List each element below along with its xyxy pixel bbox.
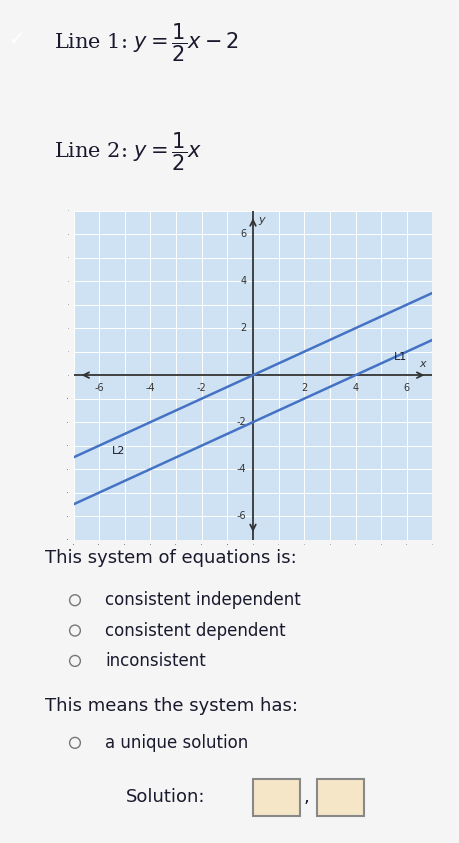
Text: ,: , bbox=[302, 788, 308, 807]
Text: -4: -4 bbox=[146, 384, 155, 394]
Text: -2: -2 bbox=[236, 417, 246, 427]
Text: -6: -6 bbox=[94, 384, 104, 394]
Text: a unique solution: a unique solution bbox=[105, 734, 248, 752]
FancyBboxPatch shape bbox=[252, 779, 299, 816]
Text: This system of equations is:: This system of equations is: bbox=[45, 549, 296, 566]
Text: y: y bbox=[258, 215, 265, 225]
Text: 2: 2 bbox=[301, 384, 307, 394]
Text: -6: -6 bbox=[236, 511, 246, 521]
FancyBboxPatch shape bbox=[316, 779, 363, 816]
Text: Solution:: Solution: bbox=[126, 788, 205, 807]
Text: This means the system has:: This means the system has: bbox=[45, 697, 297, 716]
Text: consistent dependent: consistent dependent bbox=[105, 621, 285, 640]
Text: L2: L2 bbox=[112, 446, 125, 455]
Text: 6: 6 bbox=[240, 229, 246, 239]
Text: x: x bbox=[418, 358, 425, 368]
Text: 6: 6 bbox=[403, 384, 409, 394]
Text: -2: -2 bbox=[196, 384, 206, 394]
Text: -4: -4 bbox=[236, 464, 246, 474]
Text: 4: 4 bbox=[352, 384, 358, 394]
Text: 2: 2 bbox=[240, 323, 246, 333]
Text: Line 2: $y = \dfrac{1}{2}x$: Line 2: $y = \dfrac{1}{2}x$ bbox=[54, 131, 202, 173]
Text: Line 1: $y = \dfrac{1}{2}x - 2$: Line 1: $y = \dfrac{1}{2}x - 2$ bbox=[54, 21, 238, 63]
Text: ✓: ✓ bbox=[8, 30, 24, 49]
Text: 4: 4 bbox=[240, 277, 246, 287]
Text: consistent independent: consistent independent bbox=[105, 591, 300, 609]
Text: inconsistent: inconsistent bbox=[105, 652, 205, 670]
Text: L1: L1 bbox=[393, 352, 406, 362]
